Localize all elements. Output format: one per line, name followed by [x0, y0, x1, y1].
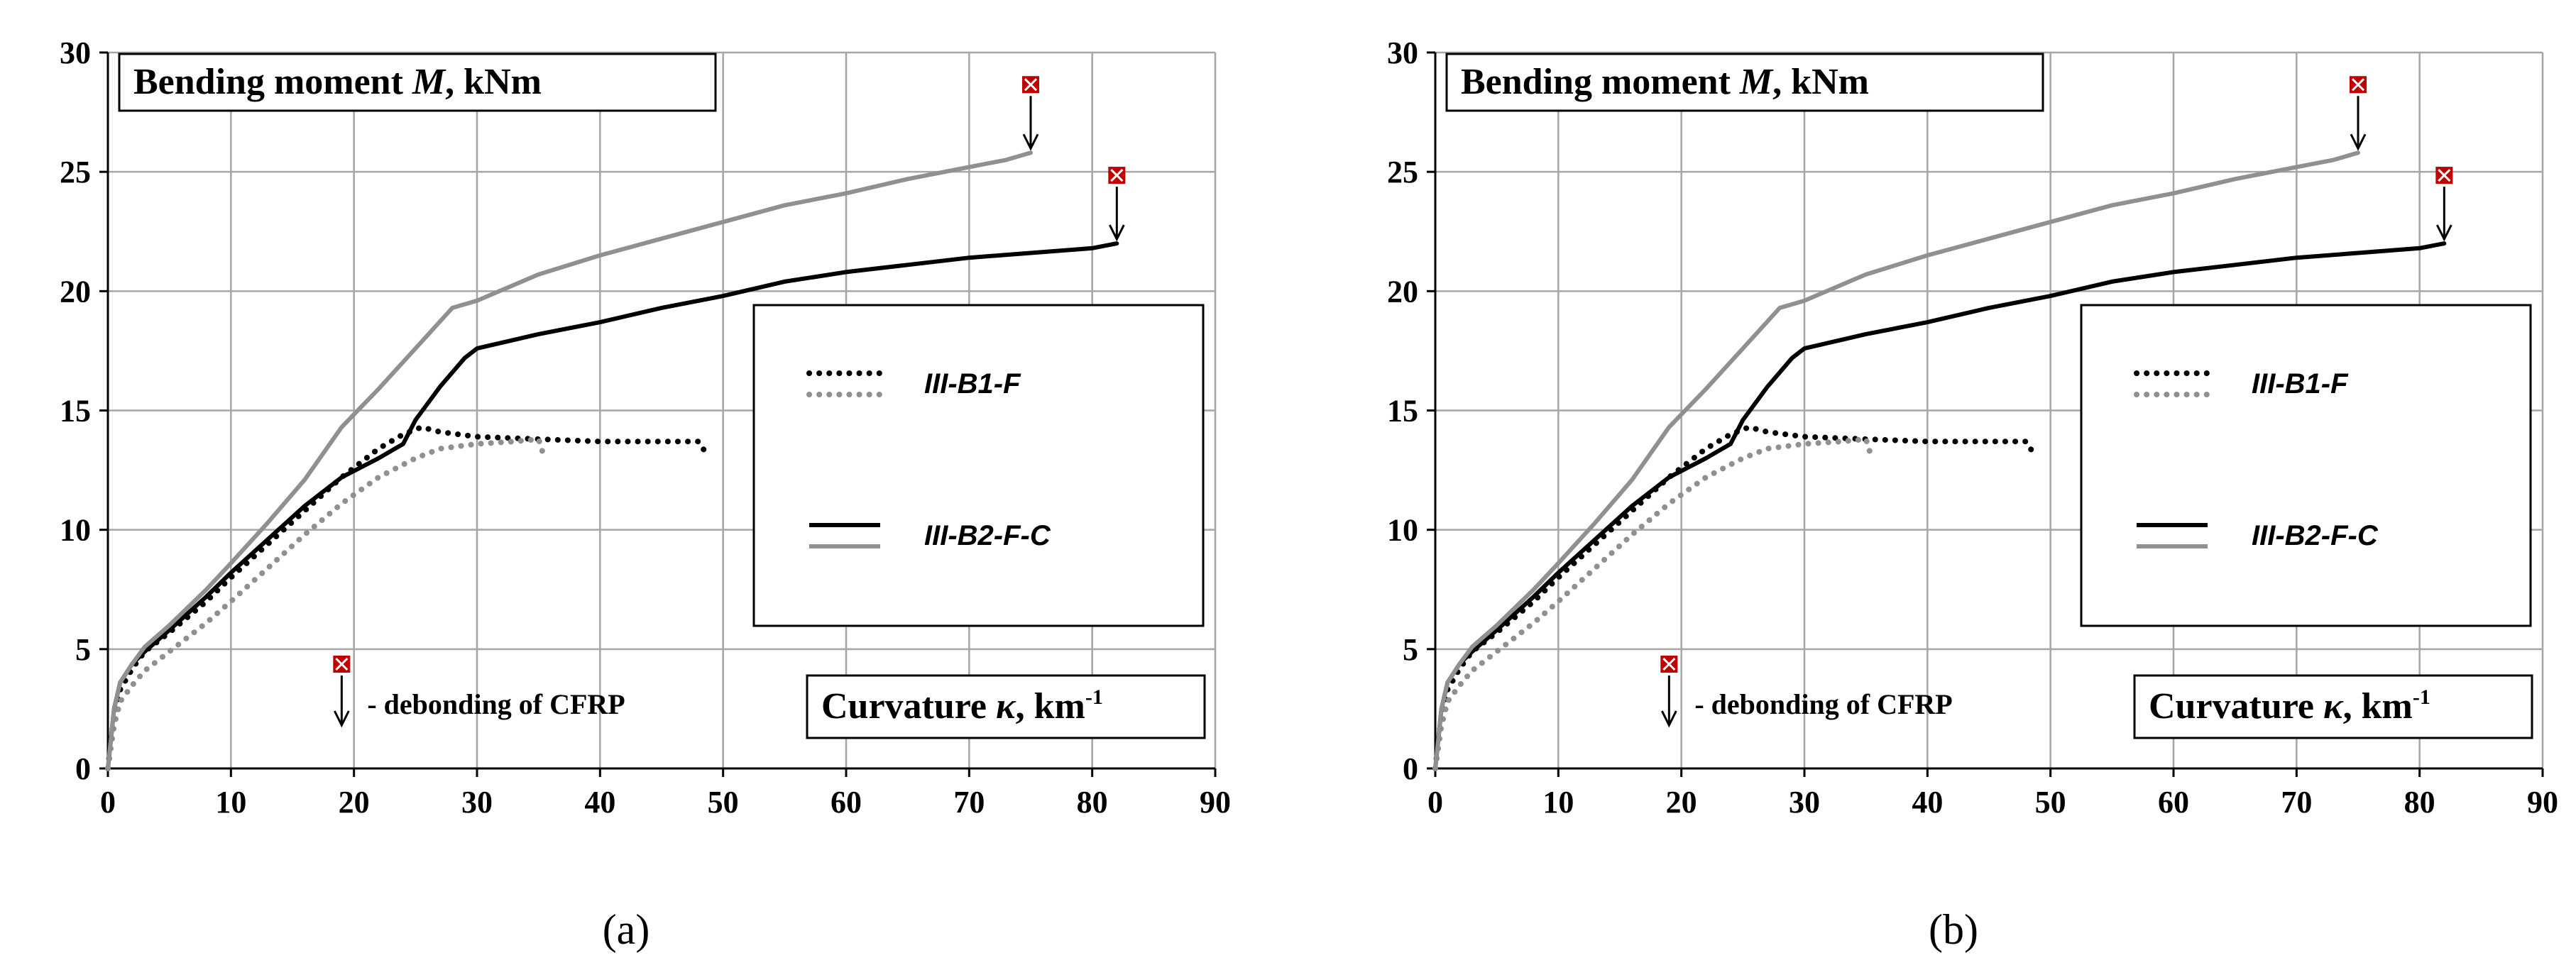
- y-axis-title-variable: M: [412, 62, 446, 102]
- x-axis-title-variable: κ: [996, 686, 1016, 727]
- y-axis-title-frame: [1445, 53, 2044, 112]
- x-tick-label: 60: [2158, 785, 2189, 820]
- y-axis-title-text: Bending moment: [133, 62, 412, 102]
- x-axis-title-unit: , km: [1016, 686, 1085, 727]
- y-tick-label: 10: [60, 513, 91, 548]
- y-tick-label: 20: [1387, 274, 1418, 309]
- legend: III-B1-F III-B2-F-C: [2080, 304, 2532, 627]
- legend-label-dotted: III-B1-F: [2252, 368, 2349, 399]
- y-tick-label: 30: [60, 35, 91, 70]
- failure-arrow-head: [1022, 133, 1039, 151]
- x-tick-label: 40: [584, 785, 615, 820]
- chart-panel-a: 0 10 20 30 40 50 60 70 80 90 0 5 10 15 20 25 30 Bending m…: [60, 35, 1231, 953]
- x-tick-label: 10: [1542, 785, 1574, 820]
- debonding-note-arrow-head: [1660, 710, 1677, 728]
- y-axis-title-box: Bending moment M, kNm: [1445, 53, 2044, 112]
- failure-x-cross: [1110, 169, 1124, 182]
- failure-marker-1: [2435, 167, 2453, 242]
- x-tick-label: 40: [1912, 785, 1943, 820]
- y-tick-label: 25: [60, 155, 91, 189]
- y-tick-label: 30: [1387, 35, 1418, 70]
- y-tick-label: 5: [1403, 632, 1418, 667]
- y-tick-label: 5: [75, 632, 91, 667]
- y-tick-label: 0: [75, 751, 91, 786]
- x-axis-title: Curvature κ, km-1: [2149, 685, 2430, 727]
- legend-label-dotted: III-B1-F: [924, 368, 1021, 399]
- x-tick-label: 90: [2527, 785, 2558, 820]
- x-tick-label: 70: [2281, 785, 2312, 820]
- x-tick-label: 70: [953, 785, 985, 820]
- x-tick-label: 20: [1666, 785, 1697, 820]
- debonding-note-text: - debonding of CFRP: [367, 688, 625, 720]
- x-axis-title-variable: κ: [2323, 686, 2344, 727]
- x-tick-label: 50: [708, 785, 739, 820]
- y-tick-label: 0: [1403, 751, 1418, 786]
- y-axis-title: Bending moment M, kNm: [1461, 62, 1869, 102]
- legend-label-solid: III-B2-F-C: [2252, 520, 2379, 551]
- failure-x-cross: [2438, 169, 2451, 182]
- x-tick-label: 60: [831, 785, 862, 820]
- x-tick-label: 0: [1427, 785, 1443, 820]
- debonding-note: - debonding of CFRP: [1660, 656, 1953, 728]
- debonding-note-x-cross: [1662, 657, 1676, 671]
- x-tick-label: 90: [1200, 785, 1231, 820]
- debonding-note-text: - debonding of CFRP: [1694, 688, 1952, 720]
- x-tick-label: 20: [339, 785, 370, 820]
- legend-label-solid: III-B2-F-C: [924, 520, 1051, 551]
- y-axis-title-unit: , kNm: [445, 62, 542, 102]
- y-tick-label: 25: [1387, 155, 1418, 189]
- x-tick-label: 80: [1077, 785, 1108, 820]
- series-line-3: [106, 150, 1033, 771]
- debonding-note-x-cross: [335, 657, 349, 671]
- panel-label: (a): [603, 906, 650, 953]
- y-tick-label: 15: [60, 394, 91, 429]
- x-axis-title-frame: [2133, 674, 2533, 739]
- chart-panel-b: 0 10 20 30 40 50 60 70 80 90 0 5 10 15 20 25 30 Bending m…: [1387, 35, 2558, 953]
- failure-arrow-head: [2350, 133, 2367, 151]
- legend-frame: [2080, 304, 2532, 627]
- y-axis-title-text: Bending moment: [1461, 62, 1740, 102]
- debonding-note: - debonding of CFRP: [333, 656, 625, 728]
- x-axis-title-superscript: -1: [1085, 685, 1103, 709]
- x-axis-title-text: Curvature: [2149, 686, 2323, 727]
- y-tick-label: 15: [1387, 394, 1418, 429]
- series-line-3: [1433, 150, 2360, 771]
- debonding-note-arrow-head: [333, 710, 350, 728]
- x-axis-title: Curvature κ, km-1: [821, 685, 1103, 727]
- failure-marker-1: [1108, 167, 1126, 242]
- x-axis-title-text: Curvature: [821, 686, 996, 727]
- series-line-1: [105, 436, 545, 771]
- x-axis-title-frame: [806, 674, 1206, 739]
- series-line-1: [1432, 436, 1873, 771]
- failure-x-cross: [2351, 78, 2365, 92]
- x-tick-label: 30: [1789, 785, 1820, 820]
- x-axis-title-superscript: -1: [2413, 685, 2430, 709]
- y-axis-title: Bending moment M, kNm: [133, 62, 542, 102]
- y-axis-title-frame: [118, 53, 717, 112]
- legend-frame: [752, 304, 1205, 627]
- y-axis-title-variable: M: [1739, 62, 1774, 102]
- panel-label: (b): [1929, 906, 1978, 953]
- failure-marker-0: [1022, 76, 1039, 151]
- series-line-2: [106, 241, 1119, 771]
- x-tick-label: 30: [461, 785, 493, 820]
- x-tick-label: 80: [2404, 785, 2435, 820]
- y-axis-title-box: Bending moment M, kNm: [118, 53, 717, 112]
- failure-arrow-head: [2435, 224, 2452, 242]
- y-tick-label: 20: [60, 274, 91, 309]
- x-tick-label: 0: [100, 785, 116, 820]
- x-axis-title-box: Curvature κ, km-1: [2133, 674, 2533, 739]
- failure-arrow-head: [1108, 224, 1125, 242]
- x-axis-title-box: Curvature κ, km-1: [806, 674, 1206, 739]
- y-axis-title-unit: , kNm: [1772, 62, 1869, 102]
- y-tick-label: 10: [1387, 513, 1418, 548]
- x-axis-title-unit: , km: [2343, 686, 2413, 727]
- x-tick-label: 50: [2035, 785, 2066, 820]
- failure-marker-0: [2350, 76, 2367, 151]
- failure-x-cross: [1024, 78, 1038, 92]
- legend: III-B1-F III-B2-F-C: [752, 304, 1205, 627]
- series-line-2: [1433, 241, 2447, 771]
- x-tick-label: 10: [215, 785, 246, 820]
